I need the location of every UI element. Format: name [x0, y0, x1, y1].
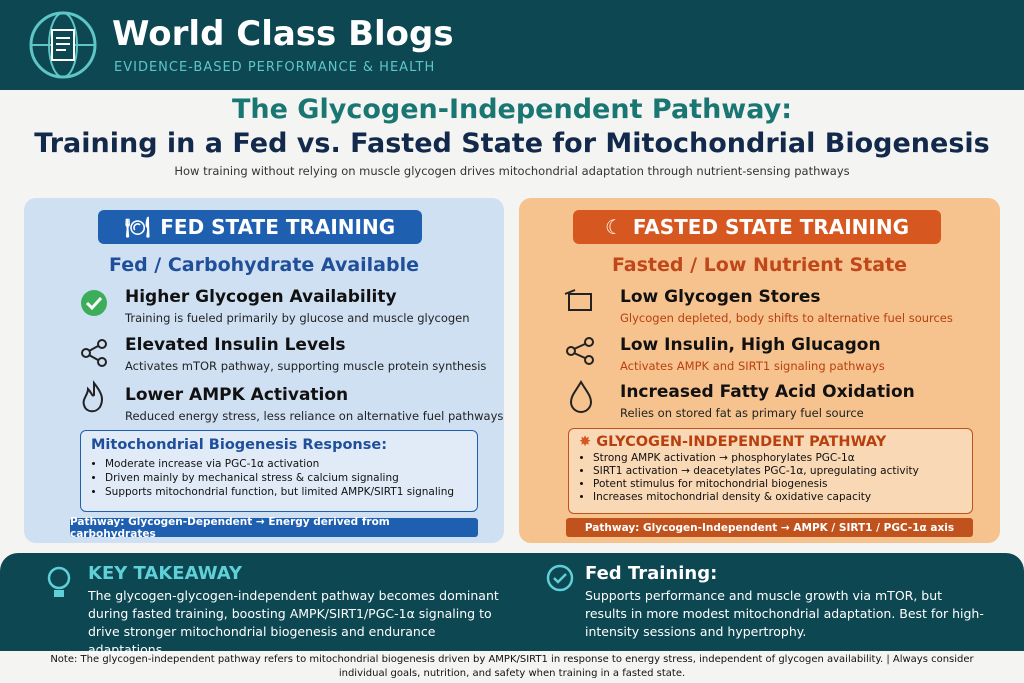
takeaway-text: The glycogen-glycogen-independent pathwa… [88, 588, 499, 657]
heading-text: FED STATE TRAINING [160, 215, 396, 239]
bullet: Strong AMPK activation → phosphorylates … [593, 452, 962, 465]
header: World Class Blogs EVIDENCE-BASED PERFORM… [0, 0, 1024, 90]
fed-box: Mitochondrial Biogenesis Response: Moder… [80, 430, 478, 512]
bullet: SIRT1 activation → deacetylates PGC-1α, … [593, 465, 962, 478]
fasted-subheading: Fasted / Low Nutrient State [611, 254, 908, 276]
bullet: Moderate increase via PGC-1α activation [105, 457, 467, 471]
bullet: Driven mainly by mechanical stress & cal… [105, 471, 467, 485]
bulb-icon [47, 566, 71, 597]
title-line: The Glycogen-Independent Pathway: [231, 94, 793, 125]
fasted-panel: ☾ FASTED STATE TRAINING Fasted / Low Nutr… [519, 198, 1000, 543]
item-text: Training is fueled primarily by glucose … [125, 311, 470, 325]
note: Note: The glycogen-independent pathway r… [50, 654, 974, 679]
bullet: Increases mitochondrial density & oxidat… [593, 491, 962, 504]
pathway-bar: Pathway: Glycogen-Independent → AMPK / S… [566, 518, 973, 537]
site-title: World Class Blogs [112, 14, 454, 54]
item-title: Increased Fatty Acid Oxidation [620, 382, 915, 402]
pathway-bar: Pathway: Glycogen-Dependent → Energy der… [70, 516, 478, 540]
heading-text: FASTED STATE TRAINING [632, 215, 910, 239]
bullet: Potent stimulus for mitochondrial biogen… [593, 478, 962, 491]
fed-training-title: Fed Training: [585, 563, 718, 584]
fed-subheading: Fed / Carbohydrate Available [108, 254, 420, 276]
item-title: Low Insulin, High Glucagon [620, 335, 881, 355]
item-title: Lower AMPK Activation [125, 385, 349, 405]
takeaway-title: KEY TAKEAWAY [88, 563, 243, 584]
box-title: Mitochondrial Biogenesis Response: [91, 437, 387, 453]
bullets: Moderate increase via PGC-1α activationD… [91, 457, 467, 499]
item-text: Glycogen depleted, body shifts to altern… [620, 311, 953, 325]
icon: ✸ [579, 434, 597, 450]
icon: 🍽 [124, 215, 151, 239]
fed-heading: 🍽 FED STATE TRAINING [98, 210, 422, 244]
bullet: Supports mitochondrial function, but lim… [105, 485, 467, 499]
item-title: Elevated Insulin Levels [125, 335, 346, 355]
item-title: Higher Glycogen Availability [125, 287, 397, 307]
title-line: Training in a Fed vs. Fasted State for M… [34, 128, 990, 159]
fed-training-text: Supports performance and muscle growth v… [585, 588, 984, 639]
box-title: ✸ GLYCOGEN-INDEPENDENT PATHWAY [579, 434, 962, 450]
item-text: Relies on stored fat as primary fuel sou… [620, 406, 864, 420]
description: How training without relying on muscle g… [174, 164, 850, 178]
takeaway-band: KEY TAKEAWAY The glycogen-glycogen-indep… [0, 553, 1024, 657]
item-title: Low Glycogen Stores [620, 287, 821, 307]
box-title-text: GLYCOGEN-INDEPENDENT PATHWAY [596, 434, 887, 450]
fasted-heading: ☾ FASTED STATE TRAINING [573, 210, 941, 244]
fed-panel: 🍽 FED STATE TRAINING Fed / Carbohydrate A… [24, 198, 504, 543]
site-subtitle: EVIDENCE-BASED PERFORMANCE & HEALTH [114, 60, 436, 75]
item-text: Reduced energy stress, less reliance on … [125, 409, 504, 423]
item-text: Activates AMPK and SIRT1 signaling pathw… [620, 359, 885, 373]
bullets: Strong AMPK activation → phosphorylates … [579, 452, 962, 504]
logo [29, 11, 97, 79]
fasted-box: ✸ GLYCOGEN-INDEPENDENT PATHWAY Strong AM… [568, 428, 973, 514]
icon: ☾ [604, 215, 623, 239]
icons [81, 290, 107, 413]
icons [564, 289, 594, 413]
item-text: Activates mTOR pathway, supporting muscl… [125, 359, 487, 373]
check-icon [546, 564, 574, 592]
